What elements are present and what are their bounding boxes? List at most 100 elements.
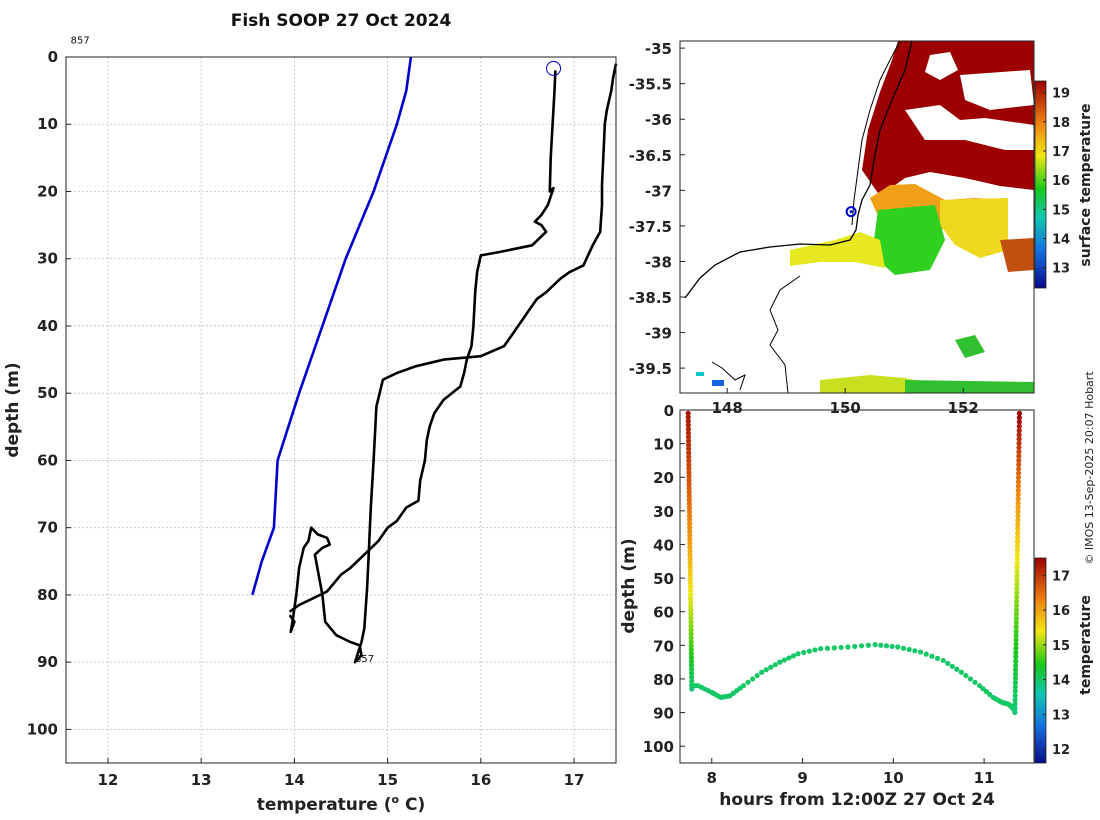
chart-title: Fish SOOP 27 Oct 2024 xyxy=(231,11,452,31)
bottom-track-point xyxy=(754,672,760,679)
map-lat-tick-label: -38 xyxy=(645,253,672,271)
upcast-point xyxy=(1015,504,1021,510)
sst-colorbar-tick-label: 15 xyxy=(1052,203,1070,218)
bottom-track-point xyxy=(895,644,901,650)
upcast-point xyxy=(1015,500,1021,506)
time-y-tick-label: 40 xyxy=(653,536,674,554)
upcast-point xyxy=(1013,633,1019,639)
downcast-point xyxy=(687,572,693,578)
map-lon-tick-label: 152 xyxy=(948,399,979,417)
upcast-point xyxy=(1014,581,1020,587)
upcast-point xyxy=(1014,538,1021,545)
upcast-point xyxy=(1013,628,1019,634)
upcast-point xyxy=(1012,697,1018,703)
downcast-point xyxy=(686,513,693,519)
downcast-point xyxy=(687,568,693,574)
upcast-point xyxy=(1013,645,1019,652)
downcast-point xyxy=(685,422,691,428)
bottom-track-point xyxy=(759,669,765,675)
bottom-track-point xyxy=(923,651,929,657)
upcast-point xyxy=(1014,590,1020,596)
depth-time-panel: 8 9 10 11 0 10 20 30 40 50 60 70 80 90 100 hours from… xyxy=(619,402,1094,810)
sst-colorbar-label: surface temperature xyxy=(1078,103,1094,266)
bottom-track-point xyxy=(852,643,858,650)
profile-y-tick-label: 10 xyxy=(37,115,58,133)
bottom-track-point xyxy=(945,660,951,667)
downcast-point xyxy=(686,501,692,507)
downcast-point xyxy=(688,662,695,669)
bottom-track-point xyxy=(781,657,787,663)
downcast-point xyxy=(686,473,692,479)
time-y-tick-label: 70 xyxy=(653,637,674,655)
map-lat-tick-label: -35.5 xyxy=(629,76,672,94)
downcast-point xyxy=(686,517,693,523)
map-lat-tick-label: -37 xyxy=(645,182,672,200)
temp-colorbar-tick-label: 17 xyxy=(1052,569,1070,584)
cast-location-marker xyxy=(845,206,857,218)
map-lat-tick-label: -37.5 xyxy=(629,218,672,236)
downcast-point xyxy=(688,647,694,653)
downcast-point xyxy=(685,438,692,444)
profile-x-tick-label: 14 xyxy=(284,771,305,789)
profile-x-axis-label: temperature (o C) xyxy=(257,793,426,815)
downcast-point xyxy=(686,461,692,468)
downcast-point xyxy=(688,631,694,637)
map-lat-tick-label: -39.5 xyxy=(629,360,672,378)
profile-x-tick-label: 15 xyxy=(377,771,398,789)
upcast-point xyxy=(1016,419,1022,425)
upcast-point xyxy=(1012,680,1018,686)
bottom-track-point xyxy=(954,666,960,672)
downcast-point xyxy=(686,481,692,487)
upcast-point xyxy=(1013,637,1019,643)
downcast-point xyxy=(689,674,695,680)
upcast-point xyxy=(1013,654,1019,660)
profile-y-axis-label: depth (m) xyxy=(3,362,23,457)
bottom-track-point xyxy=(929,653,935,659)
coastal-patch xyxy=(790,232,885,268)
downcast-point xyxy=(688,635,694,641)
downcast-point xyxy=(688,666,695,672)
upcast-point xyxy=(1015,521,1021,528)
downcast-point xyxy=(686,450,692,456)
southern-cool-patch xyxy=(905,380,1034,393)
downcast-point xyxy=(686,469,692,476)
downcast-point xyxy=(685,430,692,436)
cast-start-marker xyxy=(546,60,562,76)
upcast-point xyxy=(1015,526,1021,532)
cold-speck xyxy=(712,380,724,386)
downcast-point xyxy=(686,505,693,511)
profile-y-tick-label: 90 xyxy=(37,653,58,671)
time-y-tick-label: 60 xyxy=(653,604,674,622)
downcast-point xyxy=(687,528,693,535)
bottom-track-point xyxy=(958,669,964,675)
bottom-track-point xyxy=(845,644,851,650)
map-lat-tick-label: -36 xyxy=(645,111,672,129)
bottom-track-point xyxy=(912,648,918,654)
cast-id-label: 857 xyxy=(71,36,90,47)
island-coast xyxy=(711,361,746,391)
bottom-track-point xyxy=(750,676,756,682)
temp-colorbar-tick-label: 16 xyxy=(1052,604,1070,619)
time-y-tick-label: 30 xyxy=(653,503,674,521)
downcast-point xyxy=(688,603,694,609)
upcast-point xyxy=(1016,453,1022,459)
time-x-tick-label: 11 xyxy=(974,769,995,787)
upcast-point xyxy=(1016,423,1022,429)
bottom-track-point xyxy=(795,651,801,657)
upcast-point xyxy=(1015,517,1021,523)
downcast-point xyxy=(687,552,693,558)
upcast-point xyxy=(1016,457,1022,463)
downcast-point xyxy=(685,426,691,432)
downcast-point xyxy=(687,591,694,598)
downcast-point xyxy=(688,650,694,657)
downcast-point xyxy=(687,540,693,546)
profile-y-tick-label: 60 xyxy=(37,451,58,469)
state-border xyxy=(769,275,801,393)
upcast-point xyxy=(1014,568,1020,575)
upcast-point xyxy=(1015,513,1021,519)
bottom-track-point xyxy=(872,642,878,648)
downcast-point xyxy=(686,454,692,460)
coastline xyxy=(684,41,913,299)
downcast-point xyxy=(686,489,692,495)
